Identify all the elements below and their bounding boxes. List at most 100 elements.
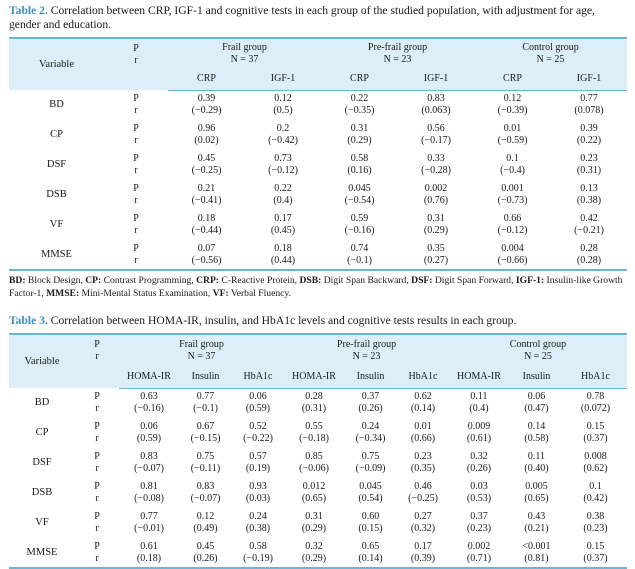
footnote-abbr: BD: <box>9 275 26 286</box>
table2-r-value: (−0.39) <box>497 105 528 117</box>
table2-r-label: r <box>134 195 138 206</box>
table3-measure-header: Insulin <box>179 366 232 389</box>
table2-value-cell: 0.73 (−0.12) <box>245 150 321 180</box>
table3-variable-cell: CP <box>35 427 49 438</box>
table3-p-value: 0.32 <box>470 451 488 462</box>
table3-p-label: P <box>94 391 100 402</box>
table3-variable-cell: DSF <box>32 457 52 468</box>
table2-group-header: Pre-frail group N = 23 <box>321 37 474 68</box>
table2-r-value: (−0.44) <box>191 225 222 236</box>
table3-r-value: (0.23) <box>583 523 608 534</box>
footnote-abbr: DSF: <box>411 275 433 286</box>
table3-p-value: 0.78 <box>586 391 605 403</box>
table3-group-n: N = 37 <box>187 350 216 362</box>
table2-value-cell: 0.12 (−0.39) <box>474 90 551 120</box>
table3-value-cell: 0.83 (−0.07) <box>119 448 179 478</box>
footnote-abbr: CRP: <box>196 275 220 286</box>
table3-r-value: (0.54) <box>358 493 383 504</box>
table3-value-cell: 0.81 (−0.08) <box>119 478 179 508</box>
table3-value-cell: 0.12 (0.49) <box>179 508 232 538</box>
table2-p-label: P <box>133 153 139 164</box>
footnote-abbr: DSB: <box>299 275 322 286</box>
table2-p-value: 0.73 <box>274 153 292 164</box>
table3-p-label: P <box>94 481 100 492</box>
table2-p-value: 0.66 <box>503 213 522 224</box>
table2-p-label: P <box>133 93 139 104</box>
table3-value-cell: 0.15 (0.37) <box>564 538 627 569</box>
table2-p-value: 0.21 <box>197 183 216 194</box>
table2-r-label: r <box>134 225 138 236</box>
table3-p-value: 0.46 <box>414 481 432 492</box>
table2-p-value: 0.13 <box>580 183 598 194</box>
table3-group-header: Control group N = 25 <box>449 333 627 366</box>
table2-value-cell: 0.17 (0.45) <box>245 210 321 240</box>
table3-p-value: 0.45 <box>196 540 215 552</box>
table3-value-cell: <0.001 (0.81) <box>509 538 564 569</box>
table2-r-value: (0.27) <box>423 254 449 266</box>
table3-r-value: (0.42) <box>583 493 608 504</box>
table3-p-value: 0.045 <box>359 481 382 492</box>
table2-value-cell: 0.42 (−0.21) <box>551 210 627 240</box>
table2-p-value: 0.001 <box>501 183 524 194</box>
table3-p-value: 0.009 <box>467 421 491 432</box>
table2-p-value: 0.18 <box>274 242 292 254</box>
table3-value-cell: 0.31 (0.29) <box>284 508 344 538</box>
table3-p-value: 0.77 <box>196 391 215 403</box>
table3-p-value: 0.06 <box>140 421 158 432</box>
table2-group-header: Frail group N = 37 <box>168 37 321 68</box>
table3-r-label: r <box>95 403 99 414</box>
table2-p-value: 0.39 <box>580 123 598 134</box>
footnote-abbr: MMSE: <box>46 287 80 299</box>
table3-r-value: (0.26) <box>193 552 218 564</box>
table2-r-label: r <box>134 135 138 146</box>
table3-p-value: 0.11 <box>527 451 546 462</box>
table3-r-value: (−0.09) <box>355 463 386 474</box>
table3-p-value: 0.17 <box>414 540 432 552</box>
table3-value-cell: 0.1 (0.42) <box>564 478 627 508</box>
table3-r-value: (0.59) <box>136 433 162 444</box>
table2-r-value: (0.29) <box>347 135 372 146</box>
table3-p-value: 0.58 <box>249 540 267 552</box>
table3-value-cell: 0.012 (0.65) <box>284 478 344 508</box>
table2-caption-text: Correlation between CRP, IGF-1 and cogni… <box>9 4 595 31</box>
table3-group-name: Frail group <box>179 338 224 350</box>
table3-p-value: 0.012 <box>302 481 326 492</box>
table3-r-value: (−0.06) <box>299 463 329 474</box>
table2-variable-header: Variable <box>9 37 104 90</box>
table2-r-value: (0.4) <box>273 195 293 206</box>
table2-p-value: 0.002 <box>424 183 448 194</box>
table3-value-cell: 0.03 (0.53) <box>449 478 509 508</box>
table3-value-cell: 0.27 (0.32) <box>397 508 449 538</box>
table3-r-value: (−0.15) <box>190 433 221 444</box>
table3-value-cell: 0.23 (0.35) <box>397 448 449 478</box>
table3-r-value: (0.47) <box>524 403 549 415</box>
table3-p-value: 0.67 <box>196 421 215 432</box>
table3-value-cell: 0.93 (0.03) <box>232 478 284 508</box>
table2-p-value: 0.18 <box>197 213 216 224</box>
table3-variable-header: Variable <box>9 333 75 388</box>
table2-p-label: P <box>133 43 139 54</box>
table2-p-label: P <box>133 183 139 194</box>
table2-r-label: r <box>134 254 138 266</box>
table2-r-value: (−0.21) <box>574 225 604 236</box>
table3-value-cell: 0.58 (−0.19) <box>232 538 284 569</box>
table3-r-value: (0.14) <box>358 552 383 564</box>
table3-value-cell: 0.45 (0.26) <box>179 538 232 569</box>
table3-measure-header: Insulin <box>344 366 397 389</box>
table2-r-value: (−0.73) <box>497 195 528 206</box>
table3-value-cell: 0.85 (−0.06) <box>284 448 344 478</box>
table3-p-value: 0.57 <box>249 451 267 462</box>
table2-footnote: BD: Block Design, CP: Contrast Programmi… <box>9 275 627 300</box>
table2-r-value: (−0.16) <box>344 225 375 236</box>
table3-group-header: Frail group N = 37 <box>119 333 284 366</box>
table3-measure-header: Insulin <box>509 366 564 389</box>
